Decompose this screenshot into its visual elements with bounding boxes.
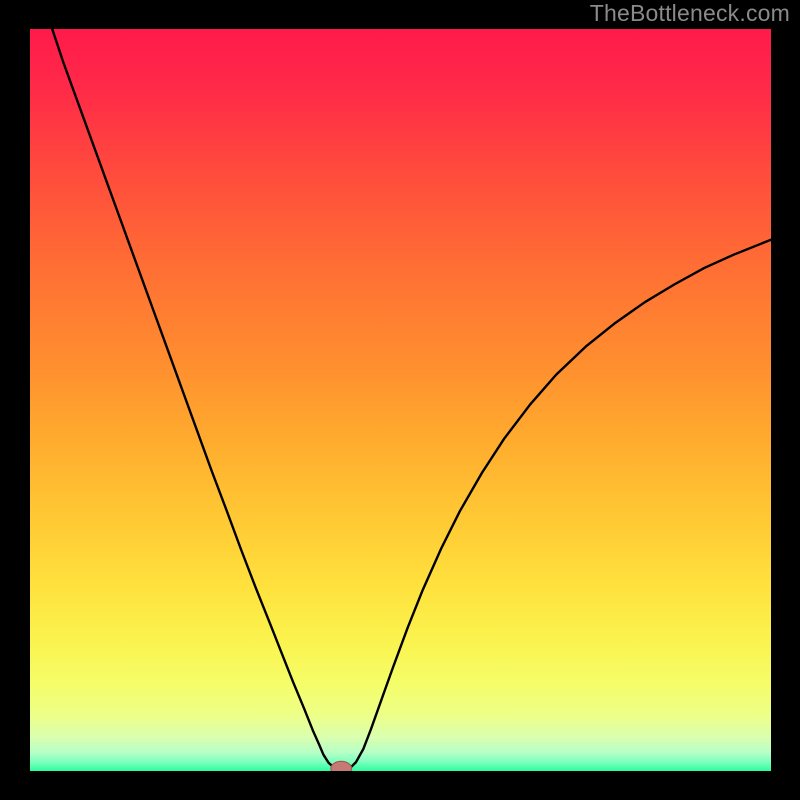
gradient-background	[30, 29, 771, 771]
watermark-text: TheBottleneck.com	[590, 0, 790, 27]
chart-svg	[30, 29, 771, 771]
plot-area	[30, 29, 771, 771]
minimum-marker	[331, 761, 352, 771]
chart-frame: TheBottleneck.com	[0, 0, 800, 800]
